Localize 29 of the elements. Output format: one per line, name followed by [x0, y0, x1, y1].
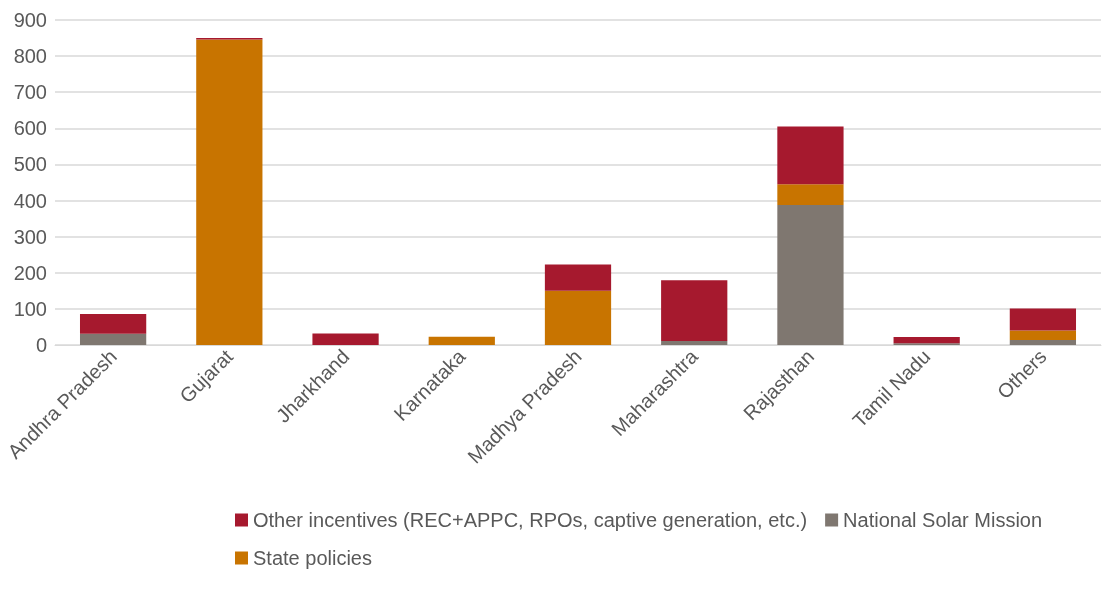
bar: [893, 337, 960, 344]
bar: [777, 126, 844, 185]
bar: [661, 280, 728, 342]
bar: [1009, 339, 1077, 345]
y-tick-label: 0: [35, 334, 47, 356]
bar: [196, 39, 263, 345]
y-tick-label: 700: [13, 81, 47, 104]
bar: [544, 290, 612, 345]
y-tick-label: 300: [13, 225, 47, 248]
y-tick-label: 900: [13, 9, 47, 31]
legend-label: State policies: [253, 547, 372, 569]
bar: [1009, 330, 1077, 340]
bar: [777, 204, 844, 345]
y-tick-label: 100: [13, 297, 47, 320]
bar: [312, 333, 379, 345]
bar: [661, 341, 728, 345]
bar: [777, 184, 844, 205]
bar: [544, 264, 612, 291]
y-tick-label: 800: [13, 45, 47, 68]
bar: [79, 313, 147, 334]
y-tick-label: 400: [13, 189, 47, 212]
legend-label: Other incentives (REC+APPC, RPOs, captive generation, etc.): [253, 509, 808, 531]
legend-label: National Solar Mission: [843, 509, 1043, 531]
y-tick-label: 500: [13, 153, 47, 176]
bar: [1009, 308, 1077, 331]
bar: [79, 333, 147, 345]
bar: [428, 336, 495, 345]
y-tick-label: 200: [13, 261, 47, 284]
y-tick-label: 600: [13, 117, 47, 140]
